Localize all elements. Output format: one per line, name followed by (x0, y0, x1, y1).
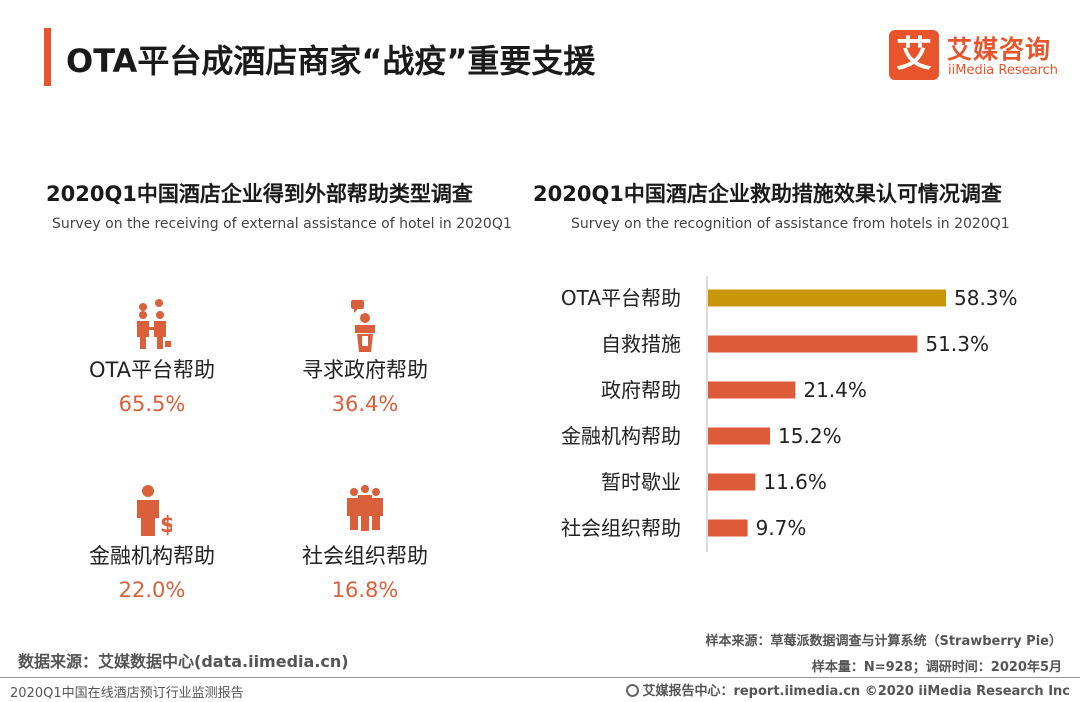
globe-icon (626, 684, 640, 697)
bar-category-label: 自救措施 (601, 332, 681, 356)
iimedia-logo: 艾 艾媒咨询 iiMedia Research (889, 30, 1064, 84)
footer-divider (0, 677, 1080, 678)
bar (708, 519, 748, 537)
assist-tile-social: 社会组织帮助 16.8% (265, 484, 465, 602)
assist-tile-financial: $ 金融机构帮助 22.0% (52, 484, 252, 602)
logo-name-cn: 艾媒咨询 (947, 35, 1052, 64)
bar-value-label: 58.3% (954, 286, 1018, 310)
footer-report-name: 2020Q1中国在线酒店预订行业监测报告 (10, 686, 244, 701)
bar-category-label: OTA平台帮助 (561, 286, 681, 310)
bar-value-label: 51.3% (925, 332, 989, 356)
bar-value-label: 9.7% (756, 516, 807, 540)
assist-label: OTA平台帮助 (88, 358, 216, 382)
right-section-subtitle: Survey on the recognition of assistance … (571, 216, 1010, 232)
bar-category-label: 金融机构帮助 (561, 424, 681, 448)
business-handshake-icon (137, 299, 171, 349)
recognition-bar-chart: OTA平台帮助 58.3% 自救措施 51.3% 政府帮助 21.4% 金融机构帮助 15.2… (561, 276, 1018, 552)
assist-tile-government: 寻求政府帮助 36.4% (265, 298, 465, 416)
assist-value: 16.8% (331, 578, 399, 602)
bar-category-label: 暂时歇业 (601, 470, 681, 494)
speaker-podium-icon (351, 300, 375, 352)
footer-copyright: 艾媒报告中心：report.iimedia.cn ©2020 iiMedia R… (626, 680, 1070, 699)
data-source-note: 数据来源：艾媒数据中心(data.iimedia.cn) (18, 652, 349, 671)
bar (708, 335, 918, 353)
page-title: OTA平台成酒店商家“战疫”重要支援 (66, 42, 596, 80)
logo-mark-icon: 艾 (889, 30, 939, 80)
logo-name-en: iiMedia Research (948, 63, 1059, 78)
assist-value: 36.4% (331, 392, 399, 416)
assist-tile-ota: OTA平台帮助 65.5% (52, 298, 252, 416)
sample-source-note: 样本来源：草莓派数据调查与计算系统（Strawberry Pie） (705, 634, 1062, 649)
assist-label: 社会组织帮助 (302, 544, 428, 568)
bar-value-label: 11.6% (763, 470, 827, 494)
title-accent-bar (44, 28, 51, 86)
group-people-icon (347, 485, 383, 531)
bar (708, 381, 796, 399)
footer-copyright-text: 艾媒报告中心：report.iimedia.cn ©2020 iiMedia R… (642, 684, 1070, 699)
right-section-title: 2020Q1中国酒店企业救助措施效果认可情况调查 (533, 182, 1002, 206)
bar-value-label: 15.2% (778, 424, 842, 448)
assist-value: 65.5% (118, 392, 186, 416)
assist-value: 22.0% (118, 578, 186, 602)
left-section-title: 2020Q1中国酒店企业得到外部帮助类型调查 (46, 182, 473, 206)
svg-text:$: $ (160, 513, 172, 538)
bar-category-label: 政府帮助 (601, 378, 681, 402)
businessman-dollar-icon: $ (137, 485, 172, 538)
bar-category-label: 社会组织帮助 (561, 516, 681, 540)
assist-label: 寻求政府帮助 (302, 358, 428, 382)
bar-value-label: 21.4% (803, 378, 867, 402)
sample-size-note: 样本量：N=928；调研时间：2020年5月 (811, 660, 1062, 675)
bar (708, 473, 756, 491)
bar (708, 427, 771, 445)
bar (708, 289, 946, 307)
left-section-subtitle: Survey on the receiving of external assi… (52, 216, 512, 232)
assist-label: 金融机构帮助 (89, 544, 215, 568)
